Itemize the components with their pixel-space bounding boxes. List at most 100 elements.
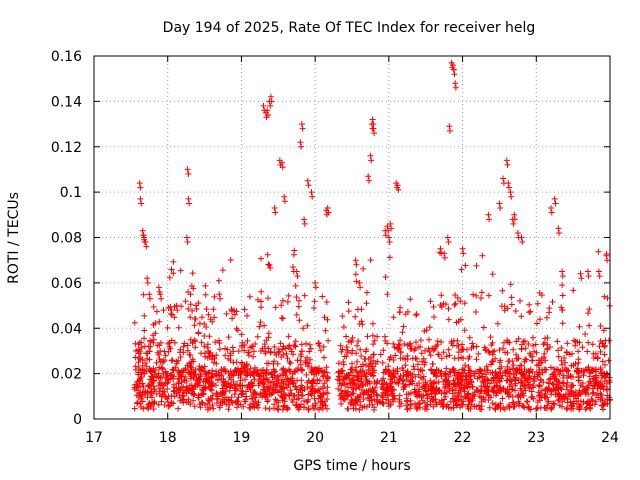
data-point <box>570 405 577 412</box>
data-point <box>348 337 355 344</box>
data-point <box>138 395 145 402</box>
data-point <box>397 349 404 356</box>
data-point <box>217 295 224 302</box>
data-point <box>250 348 257 355</box>
data-point <box>231 311 238 318</box>
data-point <box>586 322 593 329</box>
data-point <box>445 346 452 353</box>
data-point <box>165 399 171 406</box>
data-point <box>601 351 608 358</box>
data-point <box>518 313 525 320</box>
data-point <box>400 323 407 330</box>
data-point <box>339 346 346 353</box>
data-point <box>323 364 330 371</box>
data-point <box>568 362 575 369</box>
data-point <box>244 337 251 344</box>
data-point <box>314 376 321 383</box>
data-point <box>431 314 437 320</box>
data-point <box>515 393 521 399</box>
data-point <box>285 333 292 340</box>
data-point <box>276 348 283 355</box>
data-point <box>552 200 559 207</box>
data-point <box>496 359 503 366</box>
data-point <box>138 200 145 207</box>
data-point <box>278 388 285 395</box>
data-point <box>602 361 608 368</box>
data-point <box>137 367 144 374</box>
x-tick-label: 20 <box>306 430 324 446</box>
data-point <box>201 368 208 375</box>
data-point <box>247 372 254 378</box>
data-point <box>225 334 232 341</box>
data-point <box>240 403 247 410</box>
data-point <box>294 357 301 364</box>
data-point <box>422 347 428 354</box>
data-point <box>298 348 305 355</box>
data-point <box>253 402 260 409</box>
data-point <box>460 385 467 392</box>
data-point <box>358 378 364 385</box>
data-point <box>205 369 212 376</box>
data-point <box>257 373 264 380</box>
data-point <box>416 380 422 387</box>
data-point <box>183 390 190 397</box>
data-point <box>164 386 171 392</box>
data-point <box>233 325 240 332</box>
data-point <box>479 252 486 259</box>
data-point <box>486 404 493 411</box>
data-point <box>500 385 507 392</box>
data-point <box>496 200 503 207</box>
data-point <box>211 293 218 300</box>
data-point <box>279 366 286 373</box>
data-point <box>248 379 255 386</box>
data-point <box>202 282 209 289</box>
data-point <box>394 345 401 352</box>
data-point <box>165 340 172 347</box>
data-point <box>156 356 163 362</box>
data-point <box>135 371 142 378</box>
data-point <box>401 341 408 347</box>
data-point <box>488 377 495 384</box>
x-axis-label: GPS time / hours <box>293 458 410 474</box>
data-point <box>195 375 202 381</box>
data-point <box>514 355 521 362</box>
data-point <box>176 370 183 376</box>
data-point <box>192 344 199 351</box>
data-point <box>394 182 401 189</box>
data-point <box>377 351 384 358</box>
data-point <box>440 349 447 356</box>
data-point <box>418 337 424 344</box>
data-point <box>298 353 305 360</box>
data-point <box>271 372 278 379</box>
data-point <box>440 300 447 307</box>
data-point <box>475 388 482 395</box>
data-point <box>199 314 205 321</box>
data-point <box>558 345 565 351</box>
data-point <box>265 378 272 385</box>
data-point <box>197 404 204 411</box>
data-point <box>190 391 197 398</box>
data-point <box>222 368 229 375</box>
data-point <box>589 341 596 348</box>
data-point <box>558 304 565 311</box>
data-point <box>362 373 369 380</box>
data-point <box>433 387 440 394</box>
data-point <box>186 200 193 207</box>
data-point <box>274 360 281 367</box>
data-point <box>363 388 370 395</box>
data-point <box>498 303 505 310</box>
data-point <box>504 161 511 168</box>
data-point <box>144 404 150 411</box>
data-point <box>547 344 553 350</box>
data-point <box>558 395 565 402</box>
data-point <box>225 397 232 403</box>
data-point <box>512 308 519 314</box>
data-point <box>531 373 538 380</box>
data-point <box>310 368 317 375</box>
y-tick-label: 0.04 <box>51 321 82 337</box>
data-point <box>257 348 264 354</box>
data-point <box>272 304 279 311</box>
data-point <box>556 371 563 378</box>
data-point <box>597 385 604 392</box>
data-point <box>554 338 561 345</box>
